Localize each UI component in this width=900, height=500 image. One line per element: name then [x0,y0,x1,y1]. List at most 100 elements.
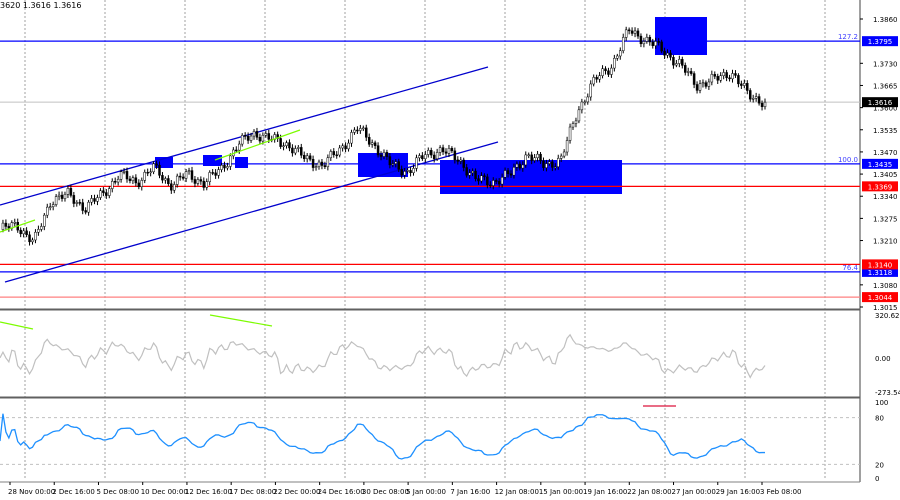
candle-body [184,171,188,179]
candle-body [577,109,581,122]
candle-body [149,171,152,174]
candle-body [672,57,675,66]
candle-body [87,201,90,213]
candle-body [506,170,510,175]
candle-body [34,231,37,241]
candle-body [571,123,575,128]
candle-body [456,159,460,162]
candle-body [740,83,743,86]
candle-body [31,239,34,243]
candle-body [226,166,229,169]
candle-body [385,152,389,157]
candle-body [483,175,486,178]
candle-body [99,190,102,198]
candle-body [760,102,764,107]
candle-body [326,157,330,168]
candle-body [695,84,699,91]
candle-body [246,135,250,141]
candle-body [607,70,610,75]
candle-body [441,147,445,153]
candle-body [279,138,282,147]
candle-body [1,222,5,230]
candle-body [598,75,601,80]
channel-lower-line [4,141,499,283]
candle-body [297,147,300,149]
candle-body [432,154,436,160]
price-tick-label: 1.3210 [873,238,898,246]
candle-body [542,160,545,168]
time-tick-label: 12 Dec 16:00 [185,488,232,496]
price-tick-label: 1.3600 [873,105,898,113]
candle-body [704,82,708,87]
candle-body [397,161,400,170]
candle-body [642,41,646,45]
candle-body [134,177,138,184]
candle-body [406,170,409,172]
candle-body [173,184,176,191]
candle-body [444,151,448,154]
candle-body [734,73,737,76]
candle-body [465,167,468,176]
candle-body [155,163,158,166]
candle-body [468,172,471,176]
candle-body [731,73,734,80]
candle-body [424,154,427,160]
candle-body [125,171,129,180]
candle-body [258,137,262,142]
candle-body [562,151,566,157]
cci-line [0,333,766,379]
candle-body [471,170,474,174]
candle-body [427,150,430,155]
price-tick-label: 1.3535 [873,127,898,135]
candle-body [421,155,424,160]
candle-body [636,30,640,37]
time-tick-label: 7 Jan 16:00 [450,488,490,496]
price-tick-label: 1.3860 [873,16,898,24]
time-tick-label: 29 Jan 16:00 [716,488,760,496]
candle-body [69,188,73,196]
candle-body [645,36,649,42]
candle-body [196,179,200,184]
candle-body [698,83,702,91]
candle-body [323,165,327,168]
candle-body [719,75,722,81]
candle-body [554,166,557,168]
candle-body [630,30,634,34]
candle-body [338,147,341,156]
candle-body [497,181,501,185]
current-price-label: 1.3616 [868,99,893,107]
candle-body [459,159,463,162]
candle-body [559,155,563,159]
candle-body [574,120,578,124]
candle-body [737,75,740,85]
time-tick-label: 3 Feb 08:00 [760,488,801,496]
candle-body [108,188,111,196]
candle-body [25,230,28,236]
time-tick-label: 5 Jan 00:00 [406,488,446,496]
candle-body [237,143,241,151]
candle-body [675,63,678,66]
candle-body [60,194,64,199]
candle-body [28,234,31,243]
candle-body [527,154,530,157]
candle-body [175,175,179,185]
candle-body [264,133,268,136]
candle-body [329,151,333,159]
candle-body [193,179,197,184]
candle-body [370,142,374,145]
candle-body [500,177,504,185]
time-tick-label: 5 Dec 08:00 [96,488,139,496]
candle-body [450,148,454,152]
candle-body [161,175,164,181]
candle-body [669,52,672,58]
candle-body [116,179,120,183]
candle-body [181,176,185,179]
candle-body [660,41,663,52]
candle-body [113,181,117,183]
candle-body [627,29,631,32]
level-price-label: 1.3435 [868,161,893,169]
divergence-line [0,219,36,233]
candle-body [489,184,492,187]
candle-body [353,129,356,133]
